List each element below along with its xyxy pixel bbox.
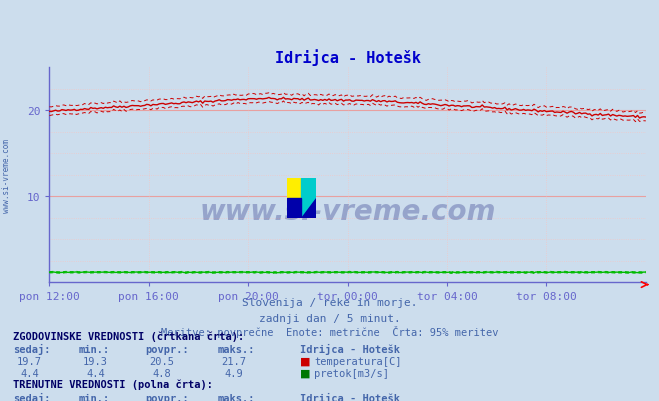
Title: Idrijca - Hotešk: Idrijca - Hotešk (275, 49, 420, 66)
Text: Idrijca - Hotešk: Idrijca - Hotešk (300, 343, 400, 354)
Text: sedaj:: sedaj: (13, 392, 51, 401)
Text: ■: ■ (300, 368, 310, 378)
Text: Idrijca - Hotešk: Idrijca - Hotešk (300, 392, 400, 401)
Text: 4.9: 4.9 (225, 368, 243, 378)
Bar (302, 178, 316, 198)
Text: 21.7: 21.7 (221, 356, 246, 366)
Text: sedaj:: sedaj: (13, 343, 51, 354)
Text: Slovenija / reke in morje.: Slovenija / reke in morje. (242, 297, 417, 307)
Text: Meritve: povprečne  Enote: metrične  Črta: 95% meritev: Meritve: povprečne Enote: metrične Črta:… (161, 325, 498, 337)
Polygon shape (287, 198, 302, 219)
Text: ■: ■ (300, 356, 310, 366)
Text: ZGODOVINSKE VREDNOSTI (črtkana črta):: ZGODOVINSKE VREDNOSTI (črtkana črta): (13, 330, 244, 341)
Text: pretok[m3/s]: pretok[m3/s] (314, 368, 389, 378)
Text: maks.:: maks.: (217, 344, 255, 354)
Text: 4.4: 4.4 (86, 368, 105, 378)
Text: 4.4: 4.4 (20, 368, 39, 378)
Text: povpr.:: povpr.: (145, 344, 188, 354)
Text: TRENUTNE VREDNOSTI (polna črta):: TRENUTNE VREDNOSTI (polna črta): (13, 379, 213, 389)
Text: min.:: min.: (79, 344, 110, 354)
Text: min.:: min.: (79, 393, 110, 401)
Text: www.si-vreme.com: www.si-vreme.com (2, 138, 11, 213)
Text: maks.:: maks.: (217, 393, 255, 401)
Text: povpr.:: povpr.: (145, 393, 188, 401)
Text: 20.5: 20.5 (149, 356, 174, 366)
Bar (287, 178, 302, 198)
Text: www.si-vreme.com: www.si-vreme.com (200, 198, 496, 226)
Text: 4.8: 4.8 (152, 368, 171, 378)
Text: 19.3: 19.3 (83, 356, 108, 366)
Polygon shape (302, 198, 316, 219)
Text: temperatura[C]: temperatura[C] (314, 356, 402, 366)
Text: 19.7: 19.7 (17, 356, 42, 366)
Text: zadnji dan / 5 minut.: zadnji dan / 5 minut. (258, 313, 401, 323)
Polygon shape (302, 198, 316, 219)
